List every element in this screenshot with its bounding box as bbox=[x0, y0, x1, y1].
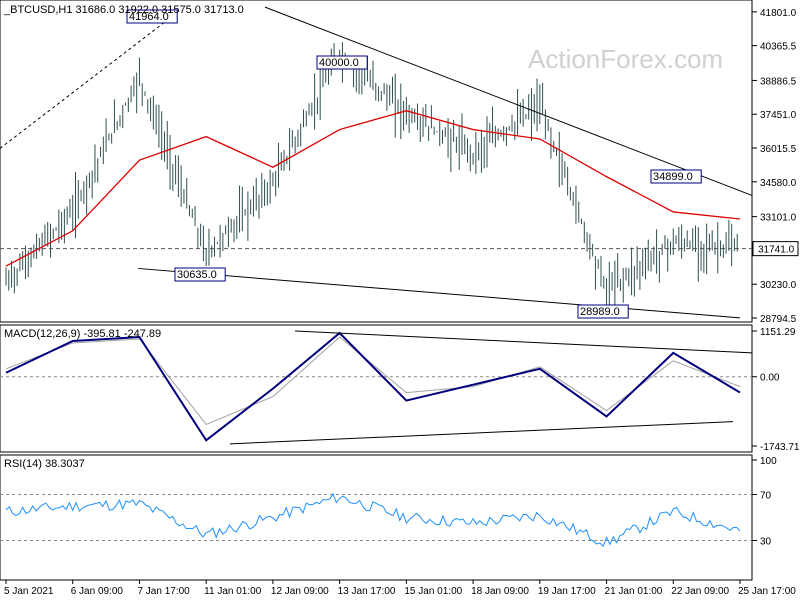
x-tick-label: 5 Jan 2021 bbox=[4, 586, 54, 597]
price-ytick-label: 40365.5 bbox=[760, 42, 797, 53]
x-tick-label: 22 Jan 09:00 bbox=[671, 586, 729, 597]
rsi-ytick-label: 100 bbox=[760, 456, 777, 467]
price-ytick-label: 28794.5 bbox=[760, 314, 797, 325]
x-tick-label: 12 Jan 09:00 bbox=[271, 586, 329, 597]
price-annotation-label: 40000.0 bbox=[319, 57, 359, 69]
x-tick-label: 25 Jan 17:00 bbox=[738, 586, 796, 597]
macd-ytick-label: 0.00 bbox=[760, 373, 780, 384]
x-tick-label: 15 Jan 01:00 bbox=[404, 586, 462, 597]
price-ytick-label: 30230.0 bbox=[760, 280, 797, 291]
macd-main-line bbox=[5, 331, 741, 442]
x-tick-label: 6 Jan 09:00 bbox=[71, 586, 124, 597]
x-tick-label: 11 Jan 01:00 bbox=[204, 586, 262, 597]
x-tick-label: 19 Jan 17:00 bbox=[538, 586, 596, 597]
price-ytick-label: 33101.0 bbox=[760, 213, 797, 224]
price-annotation-label: 34899.0 bbox=[653, 171, 693, 183]
price-panel-frame bbox=[0, 0, 753, 323]
macd-lower-trendline bbox=[229, 421, 734, 445]
macd-lines bbox=[0, 330, 753, 445]
price-ytick-label: 38886.5 bbox=[760, 76, 797, 87]
price-annotation-box bbox=[650, 169, 702, 184]
rsi-line bbox=[5, 492, 741, 548]
price-annotation-label: 28989.0 bbox=[580, 306, 620, 318]
price-annotation-label: 41964.0 bbox=[129, 11, 169, 23]
macd-signal-line bbox=[5, 336, 741, 426]
upper-trendline bbox=[264, 6, 753, 196]
price-ytick-label: 36015.5 bbox=[760, 144, 797, 155]
macd-ytick-label: -1743.71 bbox=[760, 442, 800, 453]
current-price-label: 31741.0 bbox=[758, 245, 795, 256]
price-ytick-label: 34580.0 bbox=[760, 178, 797, 189]
watermark: ActionForex.com bbox=[528, 44, 723, 74]
x-tick-label: 21 Jan 01:00 bbox=[605, 586, 663, 597]
price-ytick-label: 37451.0 bbox=[760, 110, 797, 121]
price-annotation-box bbox=[174, 267, 226, 282]
x-tick-label: 13 Jan 17:00 bbox=[338, 586, 396, 597]
current-price-box bbox=[752, 241, 799, 257]
price-header: _BTCUSD,H1 31686.0 31922.0 31575.0 31713… bbox=[3, 4, 244, 16]
price-annotation-label: 30635.0 bbox=[177, 269, 217, 281]
macd-header: MACD(12,26,9) -395.81 -247.89 bbox=[4, 328, 161, 340]
dashed-trendline bbox=[0, 13, 176, 149]
rsi-ytick-label: 30 bbox=[760, 537, 772, 548]
rsi-panel-frame bbox=[0, 454, 753, 581]
moving-average-line bbox=[5, 110, 741, 267]
x-tick-label: 18 Jan 09:00 bbox=[471, 586, 529, 597]
axis-ticks: 41801.0 40365.5 38886.5 37451.0 36015.5 34580… bbox=[4, 8, 800, 597]
price-annotation-box bbox=[126, 9, 178, 24]
price-ytick-label: 41801.0 bbox=[760, 8, 797, 19]
macd-panel-frame bbox=[0, 324, 753, 453]
rsi-header: RSI(14) 38.3037 bbox=[4, 458, 85, 470]
price-annotation-box bbox=[577, 304, 629, 319]
macd-upper-trendline bbox=[294, 330, 753, 354]
macd-ytick-label: 1151.29 bbox=[760, 327, 796, 338]
rsi-ytick-label: 70 bbox=[760, 491, 772, 502]
price-annotation-box bbox=[316, 55, 368, 70]
lower-trendline bbox=[137, 267, 741, 319]
rsi-lines bbox=[0, 492, 752, 548]
price-lines: 41964.0 40000.0 30635.0 28989.0 34899.0 bbox=[0, 6, 753, 319]
x-tick-label: 7 Jan 17:00 bbox=[137, 586, 190, 597]
